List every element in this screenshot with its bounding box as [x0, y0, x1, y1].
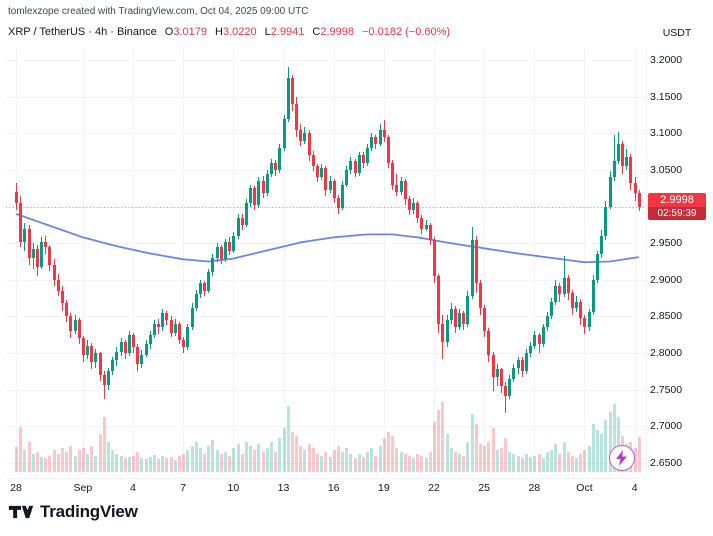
- tradingview-logo-icon: [8, 505, 34, 519]
- time-axis-label: 16: [327, 482, 340, 494]
- candlestick-chart-canvas[interactable]: [6, 48, 646, 475]
- price-axis-label: 3.1500: [650, 90, 683, 103]
- time-axis-label: 13: [277, 482, 290, 494]
- ohlc-close: C2.9998: [312, 26, 354, 38]
- price-axis-label: 3.1000: [650, 127, 683, 140]
- chart-plot-area[interactable]: [6, 48, 646, 475]
- price-axis-label: 2.9500: [650, 237, 683, 250]
- price-axis-label: 3.0500: [650, 163, 683, 176]
- price-axis-label: 2.9000: [650, 273, 683, 286]
- time-axis-label: 4: [631, 482, 638, 494]
- price-axis-label: 2.8500: [650, 310, 683, 323]
- price-axis-label: 3.2000: [650, 54, 683, 66]
- symbol-title[interactable]: XRP / TetherUS · 4h · Binance: [8, 26, 157, 38]
- time-axis-label: Sep: [73, 482, 93, 494]
- footer-brand[interactable]: TradingView: [8, 502, 138, 522]
- last-price-badge: 2.9998 02:59:39: [648, 192, 706, 220]
- price-change: −0.0182 (−0.60%): [362, 26, 451, 38]
- price-axis[interactable]: 2.9998 02:59:39 3.2000 3.1500 3.1000 3.0500…: [646, 48, 713, 475]
- time-axis-label: 19: [377, 482, 390, 494]
- boost-button[interactable]: [609, 445, 635, 471]
- lightning-bolt-icon: [616, 450, 627, 466]
- axis-currency-label: USDT: [662, 27, 692, 39]
- time-axis-label: 4: [130, 482, 136, 494]
- price-axis-label: 2.6500: [650, 457, 683, 469]
- bar-countdown: 02:59:39: [648, 206, 706, 220]
- last-price-value: 2.9998: [660, 193, 694, 206]
- chart-legend[interactable]: XRP / TetherUS · 4h · Binance O3.0179 H3…: [8, 26, 450, 38]
- time-axis-label: 22: [428, 482, 440, 494]
- time-axis-label: Oct: [576, 482, 593, 494]
- time-axis-label: 28: [528, 482, 541, 494]
- time-axis-label: 7: [180, 482, 187, 494]
- price-axis-label: 2.7500: [650, 383, 683, 396]
- ohlc-low: L2.9941: [264, 26, 305, 38]
- attribution-text: tomlexzope created with TradingView.com,…: [8, 6, 309, 17]
- time-axis-label: 28: [10, 482, 22, 494]
- time-axis[interactable]: 28 Sep 4 7 10 13 16 19 22 25 28 Oct 4: [6, 478, 646, 495]
- time-axis-label: 10: [227, 482, 240, 494]
- time-axis-label: 25: [478, 482, 490, 494]
- ohlc-high: H3.0220: [215, 26, 257, 38]
- ohlc-open: O3.0179: [164, 26, 207, 38]
- brand-name: TradingView: [40, 502, 138, 521]
- price-axis-label: 2.8000: [650, 347, 683, 360]
- price-axis-label: 2.7000: [650, 420, 683, 433]
